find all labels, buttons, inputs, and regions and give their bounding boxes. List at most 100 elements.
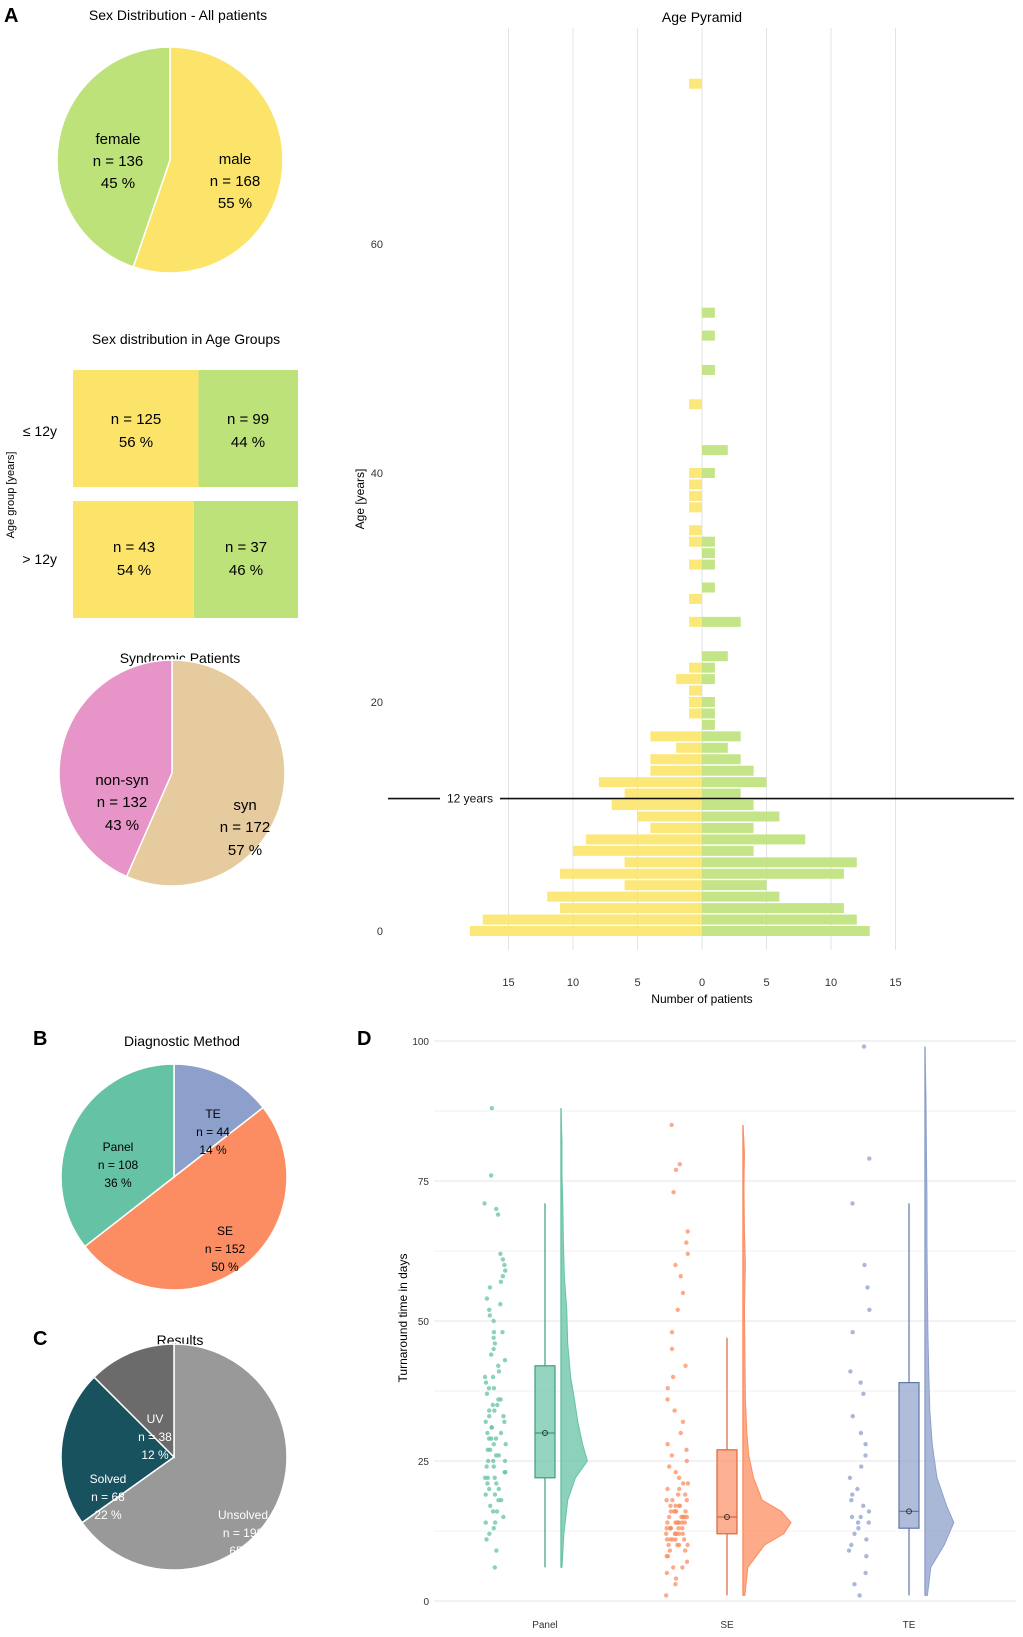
turnaround-point-se-3 — [673, 1576, 679, 1581]
turnaround-point-se-83 — [678, 1274, 683, 1279]
turnaround-point-se-79 — [669, 1346, 675, 1352]
panel-slice-label: Panel — [103, 1140, 134, 1154]
female-percent: 45 % — [101, 175, 135, 192]
turnaround-point-panel-46 — [501, 1414, 506, 1419]
pyramid-bar-male-age-37 — [689, 502, 702, 513]
turnaround-point-te-18 — [855, 1486, 860, 1492]
pyramid-bar-female-age-8 — [702, 834, 806, 845]
pyramid-ytick-40: 40 — [371, 468, 383, 480]
pyramid-bar-male-age-23 — [689, 662, 702, 673]
unsolved-slice-label: Unsolved — [218, 1508, 268, 1522]
turnaround-point-panel-76 — [503, 1268, 508, 1273]
turnaround-point-panel-31 — [496, 1453, 501, 1458]
turnaround-point-panel-42 — [489, 1425, 494, 1430]
female-label: female — [95, 131, 140, 148]
turnaround-point-se-85 — [685, 1251, 690, 1257]
violin-te — [924, 1046, 955, 1596]
turnaround-point-panel-74 — [498, 1279, 504, 1285]
turnaround-point-se-74 — [672, 1408, 677, 1413]
turnaround-point-panel-28 — [485, 1458, 491, 1464]
pyramid-bar-male-age-38 — [689, 490, 702, 501]
gt12-male-count: n = 43 — [113, 539, 155, 556]
turnaround-point-panel-14 — [483, 1492, 488, 1497]
pyramid-bar-female-age-27 — [702, 616, 741, 627]
turnaround-ylabel: Turnaround time in days — [396, 1254, 410, 1383]
turnaround-point-panel-75 — [500, 1274, 506, 1279]
pyramid-bar-male-age-32 — [689, 559, 702, 570]
turnaround-point-te-11 — [855, 1520, 861, 1525]
turnaround-point-panel-64 — [492, 1341, 498, 1346]
turnaround-point-se-73 — [680, 1419, 686, 1425]
turnaround-point-se-75 — [665, 1397, 670, 1402]
turnaround-point-te-13 — [858, 1514, 863, 1520]
pyramid-bar-female-age-0 — [702, 926, 870, 936]
solved-slice-percent: 22 % — [94, 1508, 122, 1522]
turnaround-point-te-3 — [863, 1570, 868, 1576]
gt12-female-percent: 46 % — [229, 562, 263, 579]
turnaround-ytick-0: 0 — [423, 1597, 429, 1608]
te-slice-percent: 14 % — [199, 1143, 227, 1157]
turnaround-point-panel-65 — [491, 1335, 496, 1341]
pyramid-bar-male-age-19 — [689, 708, 702, 719]
turnaround-ytick-100: 100 — [412, 1037, 429, 1048]
age-group-cell-female-1 — [198, 370, 298, 487]
unsolved-slice-percent: 65 % — [229, 1544, 257, 1558]
pyramid-bar-male-age-22 — [676, 674, 702, 685]
turnaround-point-te-17 — [850, 1492, 855, 1497]
pyramid-bar-male-age-46 — [689, 399, 702, 410]
turnaround-point-te-23 — [858, 1430, 864, 1436]
box-se — [716, 1449, 738, 1535]
pyramid-bar-female-age-16 — [702, 742, 728, 753]
turnaround-point-se-76 — [665, 1386, 670, 1391]
pyramid-bar-female-age-2 — [702, 903, 844, 914]
turnaround-point-panel-17 — [496, 1486, 501, 1492]
turnaround-point-panel-73 — [487, 1285, 493, 1290]
male-count: n = 168 — [210, 173, 260, 190]
pyramid-bar-female-age-20 — [702, 697, 715, 707]
turnaround-point-se-56 — [664, 1498, 669, 1503]
pie-slice-syn — [125, 659, 286, 887]
pyramid-bar-female-age-14 — [702, 765, 754, 776]
turnaround-point-panel-63 — [491, 1346, 496, 1352]
pyramid-bar-female-age-12 — [702, 788, 741, 799]
turnaround-point-se-40 — [679, 1520, 685, 1525]
turnaround-point-panel-3 — [484, 1537, 489, 1542]
pyramid-xtick-2: 10 — [567, 977, 579, 989]
turnaround-point-panel-6 — [492, 1520, 498, 1525]
turnaround-point-se-4 — [664, 1570, 670, 1576]
turnaround-point-se-82 — [680, 1290, 686, 1296]
pyramid-bar-female-age-1 — [702, 914, 857, 925]
pyramid-bar-male-age-27 — [689, 616, 702, 627]
pie-slice-te — [173, 1063, 265, 1179]
syn-count: n = 172 — [220, 819, 270, 836]
turnaround-point-panel-62 — [488, 1352, 494, 1357]
panel-label-d: D — [357, 1028, 371, 1050]
turnaround-point-panel-84 — [489, 1106, 495, 1111]
turnaround-point-se-81 — [675, 1307, 680, 1313]
turnaround-point-se-18 — [670, 1537, 675, 1542]
pie-slice-se — [83, 1106, 288, 1291]
turnaround-point-se-91 — [669, 1122, 674, 1128]
turnaround-point-se-90 — [677, 1162, 683, 1167]
pie-slice-panel — [60, 1063, 175, 1248]
turnaround-point-panel-81 — [494, 1206, 499, 1212]
turnaround-point-te-31 — [862, 1262, 867, 1268]
se-slice-label: SE — [217, 1224, 233, 1238]
pyramid-bar-female-age-5 — [702, 868, 844, 879]
turnaround-point-te-21 — [863, 1453, 868, 1458]
turnaround-point-se-50 — [683, 1509, 688, 1514]
solved-slice-count: n = 68 — [91, 1490, 125, 1504]
non-syn-label: non-syn — [95, 772, 148, 789]
turnaround-point-te-8 — [852, 1531, 857, 1537]
turnaround-point-se-52 — [673, 1503, 678, 1509]
turnaround-point-se-71 — [665, 1442, 670, 1447]
turnaround-point-se-61 — [665, 1486, 670, 1492]
turnaround-point-te-32 — [850, 1201, 855, 1206]
turnaround-point-panel-20 — [492, 1475, 497, 1481]
pyramid-bar-male-age-2 — [560, 903, 702, 914]
turnaround-point-panel-35 — [491, 1442, 496, 1447]
turnaround-point-panel-70 — [487, 1307, 492, 1313]
pyramid-xtick-1: 15 — [502, 977, 514, 989]
turnaround-point-panel-61 — [502, 1358, 508, 1363]
syn-percent: 57 % — [228, 842, 262, 859]
